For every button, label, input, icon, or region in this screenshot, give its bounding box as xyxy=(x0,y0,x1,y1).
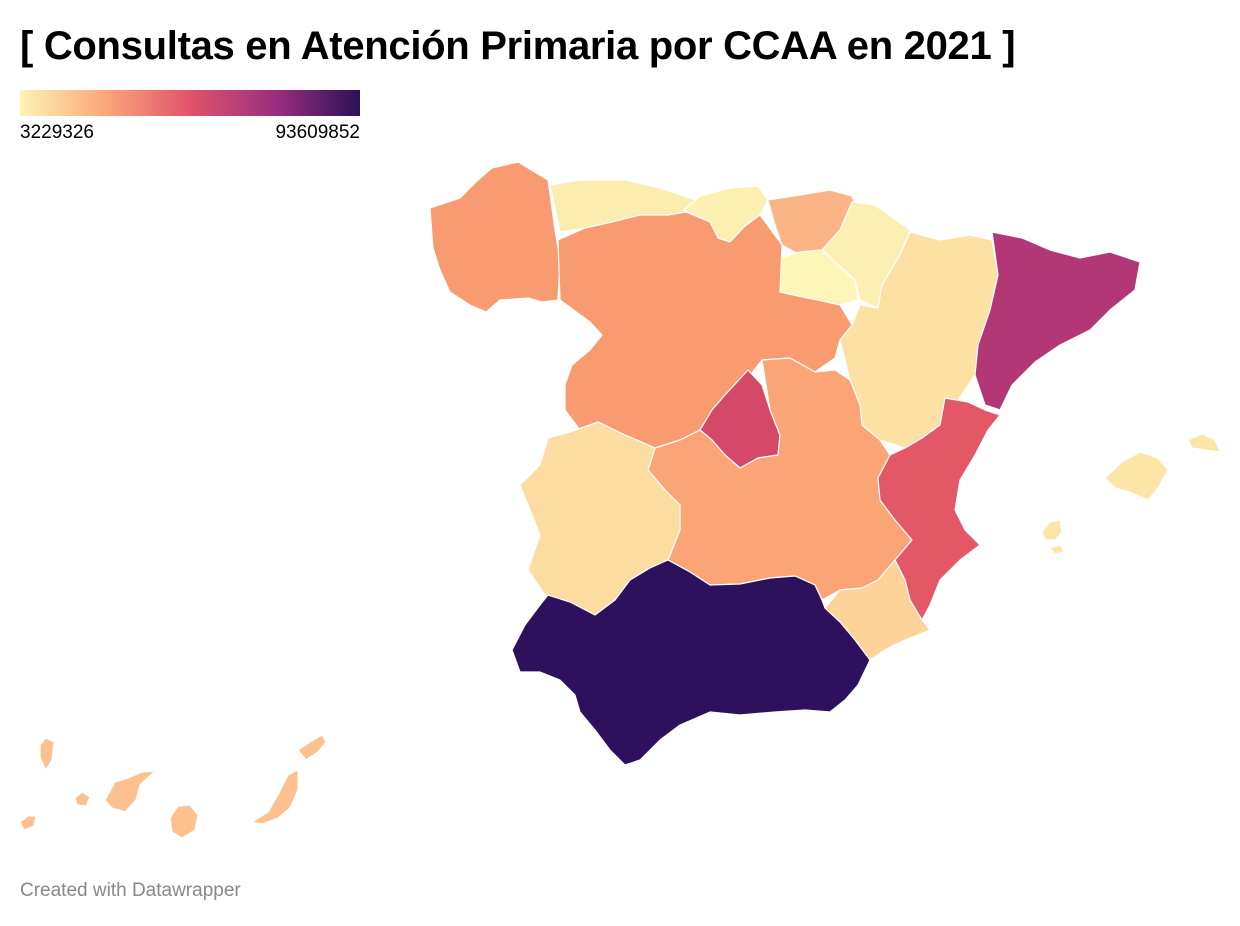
color-legend: 3229326 93609852 xyxy=(20,90,360,144)
region-canarias-el-hierro[interactable] xyxy=(19,815,37,831)
map-title: [ Consultas en Atención Primaria por CCA… xyxy=(20,24,1016,68)
region-canarias-tenerife[interactable] xyxy=(104,770,156,813)
region-canarias-lanzarote[interactable] xyxy=(297,734,327,761)
region-andalucia[interactable] xyxy=(511,559,871,766)
legend-gradient-bar xyxy=(20,90,360,116)
region-canarias-gran-canaria[interactable] xyxy=(169,804,199,839)
region-baleares-ibiza[interactable] xyxy=(1041,519,1063,541)
legend-max-label: 93609852 xyxy=(275,122,360,143)
region-cataluna[interactable] xyxy=(974,231,1141,411)
region-valencia[interactable] xyxy=(877,397,1001,621)
region-baleares-formentera[interactable] xyxy=(1049,544,1065,555)
region-baleares-menorca[interactable] xyxy=(1187,433,1221,453)
region-canarias-la-gomera[interactable] xyxy=(74,791,91,807)
region-galicia[interactable] xyxy=(429,161,561,313)
region-baleares-mallorca[interactable] xyxy=(1104,451,1169,501)
credit-text: Created with Datawrapper xyxy=(20,880,241,901)
region-navarra[interactable] xyxy=(821,201,911,309)
legend-min-label: 3229326 xyxy=(20,122,94,143)
region-canarias-la-palma[interactable] xyxy=(39,737,55,771)
region-canarias-fuerteventura[interactable] xyxy=(251,769,299,825)
